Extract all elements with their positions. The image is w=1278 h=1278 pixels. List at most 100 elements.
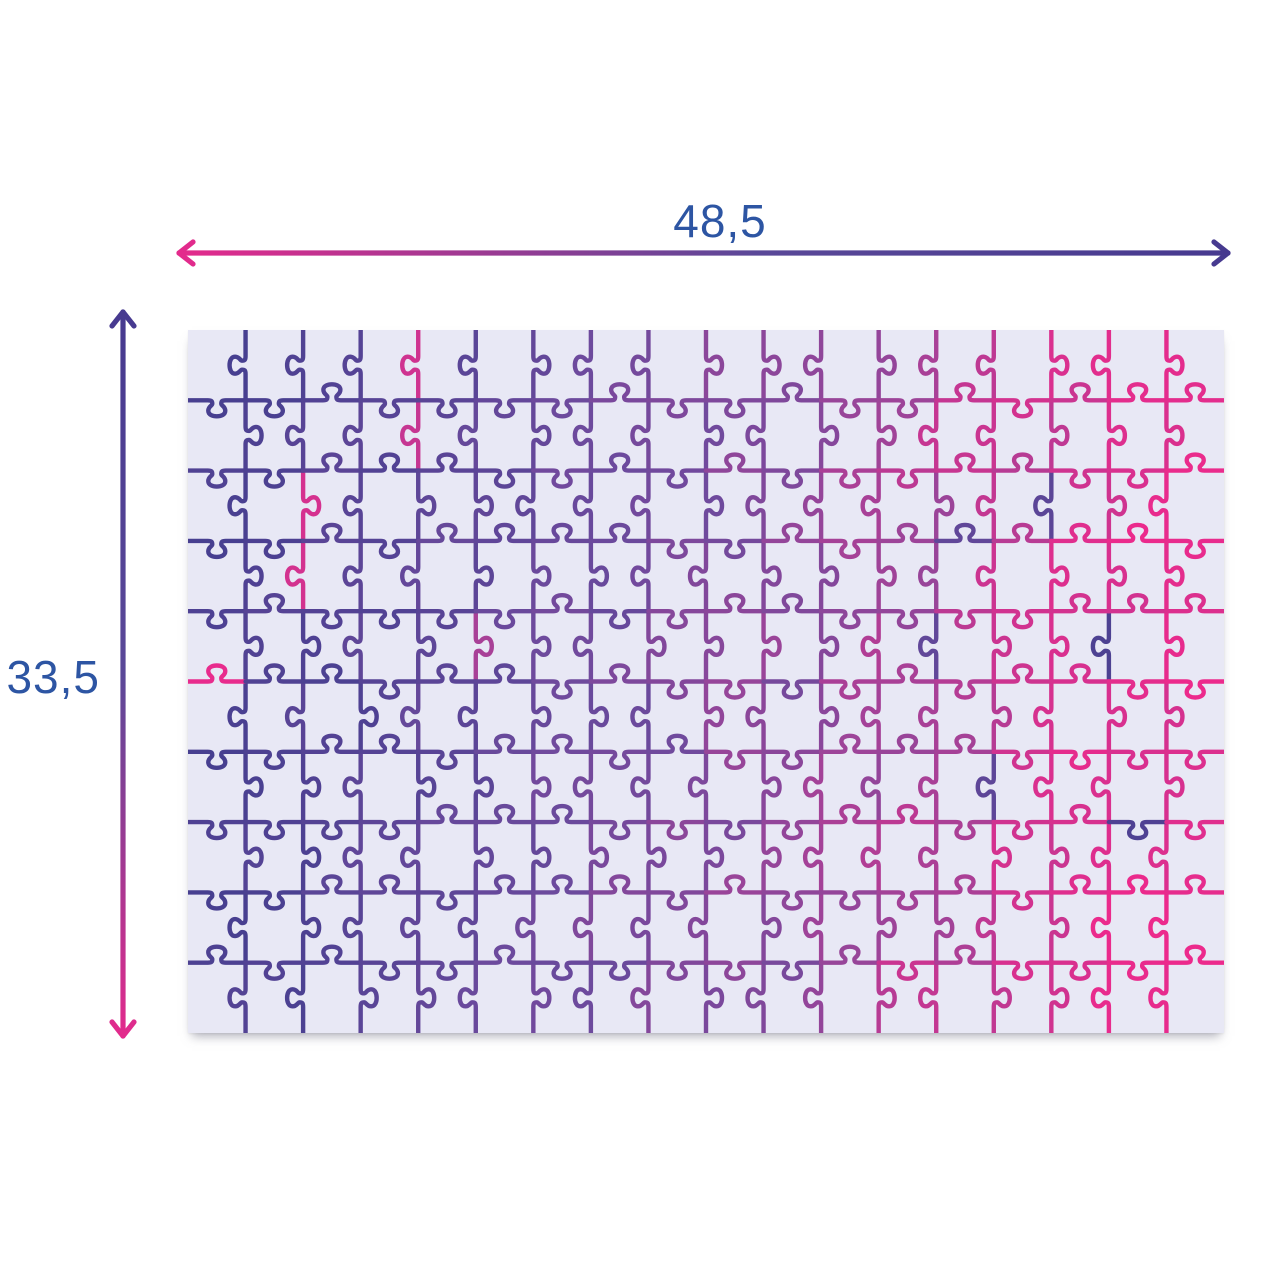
piece-edge [416,452,478,473]
piece-edge [991,398,1054,419]
piece-edge [1164,327,1185,403]
piece-edge [457,327,478,403]
piece-edge [703,398,766,419]
piece-edge [934,819,996,841]
piece-edge [284,538,306,614]
piece-edge [358,398,421,419]
piece-edge [531,733,594,754]
piece-edge [243,663,306,684]
piece-edge [1049,468,1112,489]
piece-edge [975,538,996,614]
piece-edge [1049,874,1112,895]
piece-edge [300,452,363,473]
piece-edge [818,803,881,825]
piece-edge [876,398,897,473]
piece-edge [243,538,264,614]
piece-edge [416,749,478,770]
piece-edge [473,803,536,825]
piece-edge [416,960,437,1036]
piece-edge [531,327,552,403]
piece-edge [703,327,725,403]
piece-edge [818,679,881,700]
piece-edge [703,609,725,684]
piece-edge [342,819,363,895]
piece-edge [991,890,1054,911]
piece-edge [416,398,478,419]
piece-edge [918,327,939,403]
piece-edge [473,819,494,895]
piece-edge [761,593,824,614]
piece-edge [284,960,306,1036]
piece-edge [1106,398,1128,473]
piece-edge [473,609,494,684]
piece-edge [630,960,651,1036]
piece-edge [703,593,766,614]
piece-edge [185,609,248,630]
piece-edge [761,327,782,403]
piece-edge [300,609,322,684]
piece-edge [185,944,248,965]
piece-edge [703,679,725,754]
piece-edge [473,538,494,614]
piece-edge [876,538,897,614]
piece-edge [243,538,306,560]
piece-edge [918,819,939,895]
piece-edge [1106,960,1169,981]
piece-edge [918,679,939,754]
piece-edge [761,890,824,911]
piece-edge [646,538,709,560]
piece-edge [761,890,782,965]
piece-edge [473,733,536,754]
piece-edge [400,819,421,895]
piece-edge [531,960,552,1036]
piece-edge [745,398,766,473]
piece-edge [243,819,264,895]
piece-edge [1106,874,1169,895]
piece-edge [457,679,478,754]
piece-edge [243,890,306,911]
piece-edge [876,468,939,489]
piece-edge [876,960,897,1036]
piece-edge [630,890,651,965]
piece-edge [531,749,552,825]
piece-edge [761,749,782,825]
piece-edge [991,819,1054,841]
piece-edge [531,874,594,895]
puzzle-board [185,327,1227,1036]
piece-edge [572,327,594,403]
piece-edge [802,749,824,825]
piece-edge [300,944,363,965]
piece-edge [646,819,709,841]
piece-edge [703,960,725,1036]
piece-edge [531,522,594,544]
piece-edge [703,398,725,473]
piece-edge [342,890,363,965]
piece-edge [400,327,421,403]
piece-edge [1106,522,1169,544]
piece-edge [1090,819,1112,895]
width-dimension-label: 48,5 [673,195,767,247]
piece-edge [300,819,363,841]
piece-edge [531,593,594,614]
piece-edge [185,468,248,489]
piece-edge [1049,819,1070,895]
width-arrow-icon [176,239,1231,267]
piece-edge [1090,609,1112,684]
piece-edge [934,874,996,895]
piece-edge [588,452,651,473]
piece-edge [531,679,552,754]
piece-edge [802,819,824,895]
piece-edge [1106,382,1169,403]
piece-edge [572,749,594,825]
piece-edge [687,890,709,965]
piece-edge [802,468,824,544]
piece-edge [646,398,709,419]
piece-edge [745,679,766,754]
piece-edge [588,382,651,403]
piece-edge [918,538,939,614]
piece-edge [1148,819,1169,895]
piece-edge [300,733,363,754]
piece-edge [400,398,421,473]
piece-edge [457,890,478,965]
piece-edge [1049,538,1070,614]
